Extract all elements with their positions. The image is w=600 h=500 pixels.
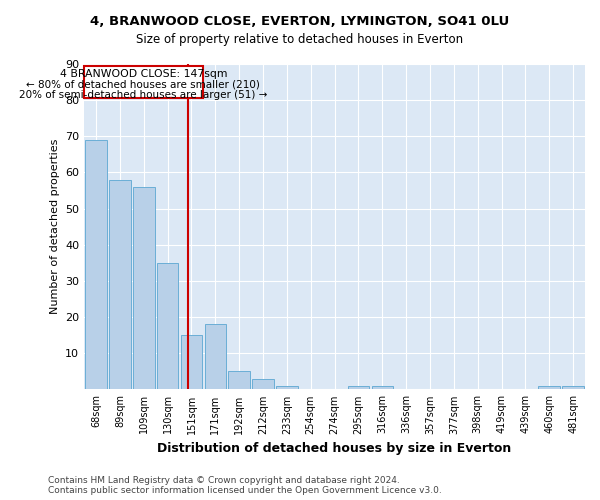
Text: 20% of semi-detached houses are larger (51) →: 20% of semi-detached houses are larger (… xyxy=(19,90,268,101)
Bar xyxy=(85,140,107,390)
Bar xyxy=(205,324,226,390)
Text: Contains HM Land Registry data © Crown copyright and database right 2024.
Contai: Contains HM Land Registry data © Crown c… xyxy=(48,476,442,495)
Bar xyxy=(157,263,178,390)
Bar xyxy=(181,335,202,390)
Bar xyxy=(371,386,393,390)
Text: ← 80% of detached houses are smaller (210): ← 80% of detached houses are smaller (21… xyxy=(26,80,260,90)
Bar xyxy=(276,386,298,390)
FancyBboxPatch shape xyxy=(84,66,203,98)
Bar xyxy=(133,187,155,390)
Bar xyxy=(253,378,274,390)
Y-axis label: Number of detached properties: Number of detached properties xyxy=(50,139,59,314)
Bar xyxy=(229,372,250,390)
Text: 4, BRANWOOD CLOSE, EVERTON, LYMINGTON, SO41 0LU: 4, BRANWOOD CLOSE, EVERTON, LYMINGTON, S… xyxy=(91,15,509,28)
Text: Size of property relative to detached houses in Everton: Size of property relative to detached ho… xyxy=(136,32,464,46)
Bar xyxy=(347,386,369,390)
Bar xyxy=(562,386,584,390)
X-axis label: Distribution of detached houses by size in Everton: Distribution of detached houses by size … xyxy=(157,442,512,455)
Bar xyxy=(109,180,131,390)
Bar xyxy=(538,386,560,390)
Text: 4 BRANWOOD CLOSE: 147sqm: 4 BRANWOOD CLOSE: 147sqm xyxy=(59,68,227,78)
